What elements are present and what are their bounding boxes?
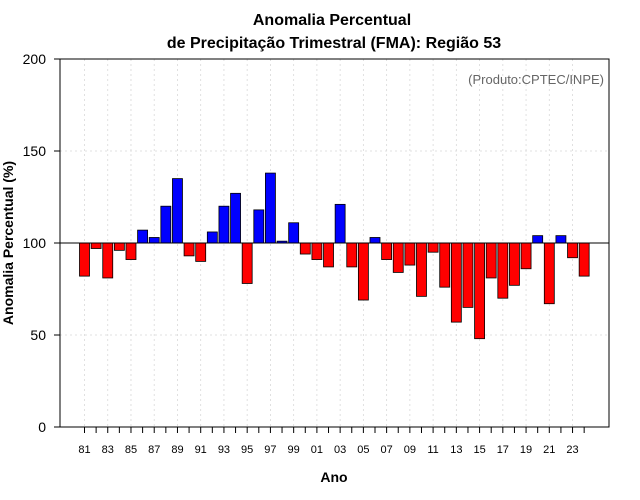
x-tick-label: 23 [566, 444, 578, 456]
x-tick-label: 01 [311, 444, 323, 456]
bar-2012 [439, 242, 451, 288]
gridlines [60, 59, 609, 427]
bar-2011 [427, 242, 439, 253]
bar-2021 [543, 242, 555, 305]
bar-2005 [357, 242, 369, 301]
chart-title-line-1: Anomalia Percentual [253, 12, 411, 29]
bar-1997 [265, 172, 276, 244]
bar-1981 [79, 242, 90, 277]
x-tick-label: 81 [78, 444, 90, 456]
bar-1995 [241, 242, 253, 284]
x-tick-label: 95 [241, 444, 253, 456]
x-tick-label: 21 [543, 444, 555, 456]
bar-1990 [183, 242, 195, 257]
x-tick-label: 13 [450, 444, 462, 456]
bar-1986 [137, 229, 149, 244]
bars [79, 172, 590, 340]
x-tick-label: 03 [334, 444, 346, 456]
x-tick-label: 07 [380, 444, 392, 456]
x-tick-label: 11 [427, 444, 438, 456]
x-tick-label: 15 [473, 444, 485, 456]
x-tick-label: 17 [497, 444, 509, 456]
bar-2023 [567, 242, 578, 259]
y-tick-label: 50 [30, 327, 46, 343]
bar-1983 [102, 242, 114, 279]
bar-2018 [509, 242, 520, 286]
bar-2008 [392, 242, 404, 273]
x-tick-label: 05 [357, 444, 369, 456]
bar-2024 [578, 242, 590, 277]
bar-2022 [555, 235, 567, 244]
y-axis-label: Anomalia Percentual (%) [0, 161, 16, 325]
bar-2002 [323, 242, 334, 268]
bar-2010 [416, 242, 427, 297]
bar-2000 [299, 242, 311, 255]
bar-1994 [230, 192, 241, 244]
x-tick-label: 87 [148, 444, 160, 456]
y-tick-label: 200 [23, 51, 47, 67]
bar-1991 [195, 242, 207, 262]
x-tick-label: 85 [125, 444, 137, 456]
bar-2020 [532, 235, 544, 244]
x-tick-label: 97 [264, 444, 276, 456]
bar-1993 [218, 205, 230, 244]
bar-2004 [346, 242, 358, 268]
bar-2016 [485, 242, 497, 279]
credit-annotation: (Produto:CPTEC/INPE) [468, 72, 604, 87]
y-tick-label: 150 [23, 143, 47, 159]
x-tick-label: 09 [404, 444, 416, 456]
x-tick-label: 99 [288, 444, 300, 456]
bar-2009 [404, 242, 416, 266]
bar-2015 [474, 242, 485, 340]
y-tick-label: 0 [38, 419, 46, 435]
x-tick-label: 19 [520, 444, 532, 456]
bar-2013 [450, 242, 462, 323]
bar-1984 [113, 242, 125, 251]
y-tick-label: 100 [23, 235, 47, 251]
bar-1987 [148, 237, 160, 244]
bar-1985 [125, 242, 137, 260]
bar-2019 [520, 242, 532, 270]
x-tick-label: 93 [218, 444, 230, 456]
y-axis: 0 50 100 150 200 [23, 51, 60, 435]
bar-1988 [160, 205, 172, 244]
bar-1992 [206, 231, 218, 244]
bar-1989 [172, 178, 183, 244]
x-tick-label: 89 [171, 444, 183, 456]
bar-2007 [381, 242, 393, 260]
bar-1982 [90, 242, 102, 249]
bar-2003 [334, 203, 346, 244]
x-axis-label: Ano [320, 469, 347, 485]
x-tick-label: 91 [195, 444, 207, 456]
bar-1996 [253, 209, 265, 244]
bar-2017 [497, 242, 509, 299]
bar-2014 [462, 242, 474, 308]
bar-2001 [311, 242, 323, 260]
bar-1999 [288, 222, 300, 244]
bar-2006 [369, 237, 381, 244]
x-tick-label: 83 [102, 444, 114, 456]
x-axis: 81 83 85 87 89 91 93 95 97 99 01 03 05 07 09 11 13 15 17 19… [78, 427, 585, 456]
chart-title-line-2: de Precipitação Trimestral (FMA): Região… [167, 35, 501, 52]
